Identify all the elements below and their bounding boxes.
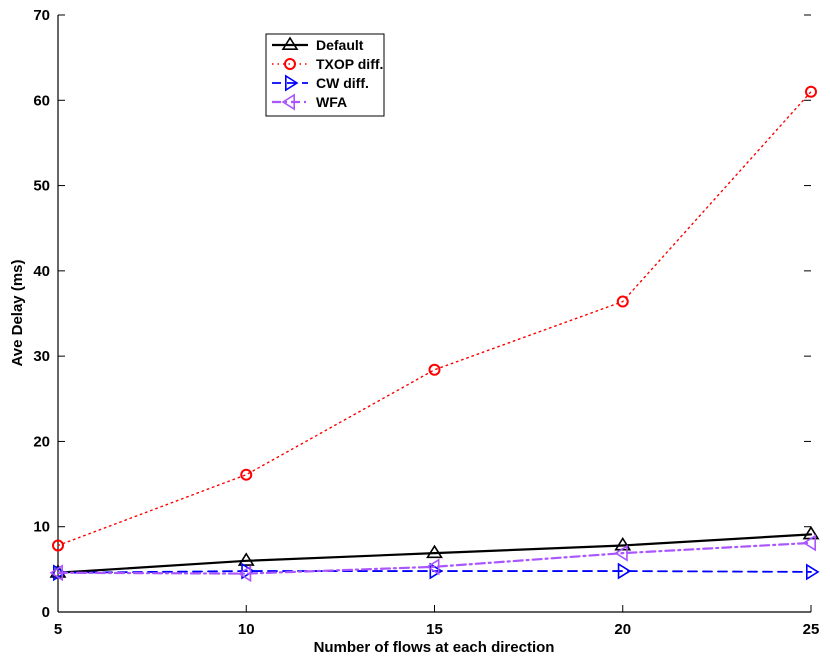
y-tick-label: 70 [33,7,50,24]
y-tick-label: 30 [33,348,50,365]
legend-marker [281,93,296,111]
data-point [237,552,255,566]
data-point [802,534,817,552]
x-tick-label: 10 [238,621,255,638]
legend-entry: TXOP diff. [272,56,383,72]
data-point [616,295,629,308]
data-point [49,564,64,582]
y-tick-label: 60 [33,92,50,109]
x-tick-label: 5 [54,621,62,638]
legend-label: WFA [316,94,347,110]
series-line [56,541,813,575]
x-tick-label: 20 [614,621,631,638]
data-point [428,363,441,376]
y-tick-label: 0 [42,604,50,621]
legend-marker [284,74,299,92]
legend-label: TXOP diff. [316,56,383,72]
x-axis-label: Number of flows at each direction [314,639,555,656]
ticks: 0 10 20 30 40 50 60 70 5 10 15 20 25 [33,7,819,638]
series-0 [49,525,820,578]
data-point [426,544,443,559]
legend-label: Default [316,37,364,53]
x-tick-label: 25 [803,621,820,638]
series-line [57,91,812,547]
series-3 [49,534,817,583]
y-tick-label: 20 [33,433,50,450]
data-point [52,564,67,582]
y-tick-label: 10 [33,519,50,536]
x-tick-label: 15 [426,621,443,638]
data-point [425,558,440,576]
data-point [805,563,820,581]
series-layer [49,85,820,583]
legend-entry: WFA [272,93,347,111]
legend-entry: Default [272,36,364,53]
legend-marker [284,58,296,70]
data-point [805,85,817,98]
legend-label: CW diff. [316,75,369,91]
data-point [617,562,632,580]
data-point [240,468,253,481]
y-tick-label: 50 [33,178,50,195]
legend-marker [281,36,299,51]
data-point [52,539,64,552]
legend: Default TXOP diff. CW diff. WFA [265,33,385,117]
series-line [56,533,813,574]
legend-entry: CW diff. [272,74,369,92]
y-tick-label: 40 [33,263,50,280]
data-point [429,562,444,580]
axes [57,15,811,613]
y-axis-label: Ave Delay (ms) [9,260,26,367]
series-1 [52,85,817,552]
data-point [237,565,252,583]
data-point [614,544,628,562]
